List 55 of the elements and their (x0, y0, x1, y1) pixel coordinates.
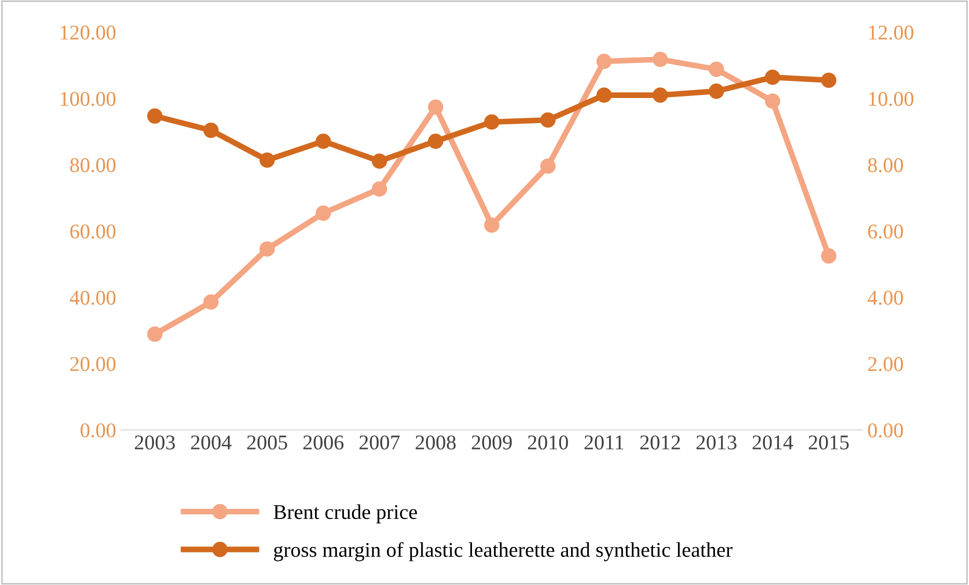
point (203, 122, 219, 138)
point (596, 88, 612, 103)
y2-tick-label: 0.00 (868, 423, 903, 438)
y-tick-label: 100.00 (60, 92, 116, 106)
point (821, 72, 836, 88)
point (484, 217, 500, 233)
point (484, 114, 500, 130)
point (764, 70, 780, 85)
y2-tick-label: 8.00 (868, 158, 903, 172)
point (652, 88, 668, 103)
x-tick-label: 2015 (808, 435, 849, 450)
y-tick-label: 20.00 (70, 357, 116, 372)
point (316, 134, 331, 149)
point (540, 112, 556, 128)
point (428, 99, 444, 115)
point (147, 108, 162, 124)
point (259, 152, 275, 168)
x-tick-label: 2012 (640, 435, 680, 450)
point (316, 206, 331, 221)
y2-tick-label: 2.00 (868, 357, 903, 372)
legend-label: gross margin of plastic leatherette and synthetic leather (274, 542, 732, 562)
point (259, 241, 275, 257)
point (708, 84, 724, 99)
point (147, 326, 162, 342)
point (372, 181, 388, 197)
y-tick-label: 40.00 (70, 290, 116, 305)
point (372, 153, 388, 169)
point (596, 54, 612, 69)
x-tick-label: 2009 (472, 435, 512, 450)
x-tick-label: 2011 (584, 435, 624, 450)
point (540, 158, 556, 174)
x-tick-label: 2003 (134, 435, 175, 450)
y-tick-label: 80.00 (70, 158, 116, 172)
legend-label: Brent crude price (274, 504, 417, 524)
x-tick-label: 2006 (303, 435, 344, 450)
y-tick-label: 60.00 (70, 224, 116, 239)
x-tick-label: 2014 (752, 435, 794, 450)
point (764, 93, 780, 109)
x-tick-label: 2004 (191, 435, 232, 450)
point (428, 134, 444, 149)
x-tick-label: 2008 (416, 435, 456, 450)
point (708, 62, 724, 77)
x-tick-label: 2007 (360, 435, 400, 450)
y2-tick-label: 6.00 (868, 224, 903, 239)
x-tick-label: 2005 (247, 435, 288, 450)
y-tick-label: 0.00 (80, 423, 116, 438)
point (652, 52, 668, 67)
y2-tick-label: 4.00 (868, 290, 903, 305)
x-tick-label: 2013 (696, 435, 736, 450)
y2-tick-label: 12.00 (869, 26, 914, 40)
y-tick-label: 120.00 (60, 26, 116, 40)
point (821, 248, 836, 264)
x-tick-label: 2010 (528, 435, 568, 450)
point (203, 294, 219, 310)
y2-tick-label: 10.00 (869, 92, 914, 106)
